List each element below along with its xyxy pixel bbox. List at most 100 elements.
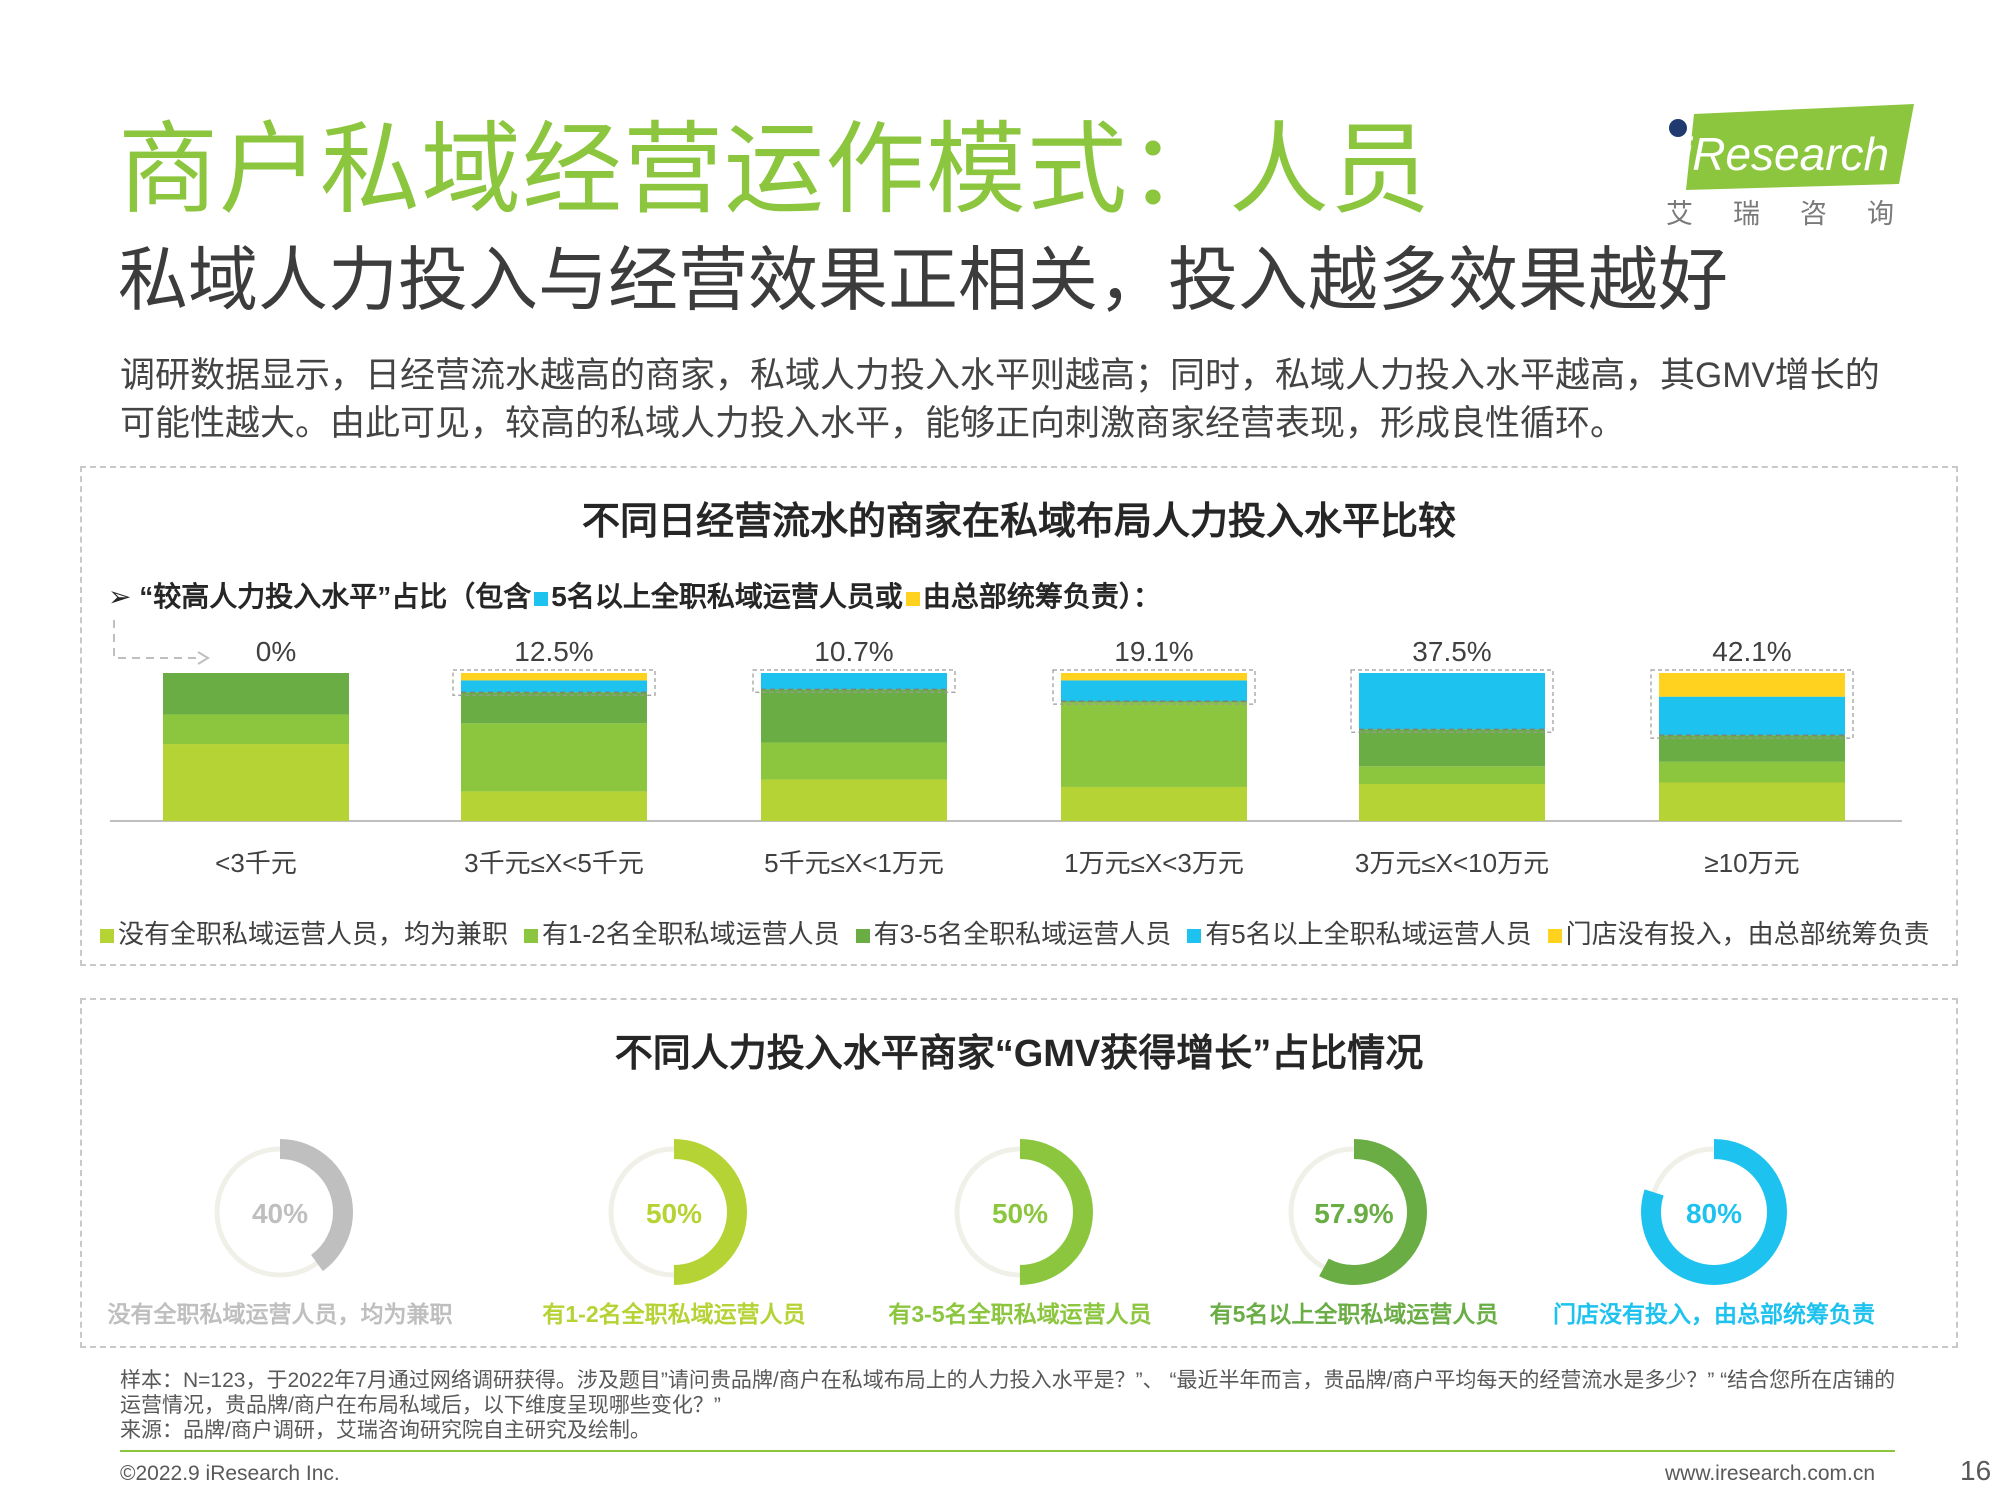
legend-item: 有5名以上全职私域运营人员 [1187,914,1532,951]
donut-chart: 80% 门店没有投入，由总部统筹负责 [1553,1139,1875,1327]
donut-arc [207,1139,353,1285]
donut-value: 57.9% [1314,1198,1393,1229]
bar-segment [163,714,349,745]
donut-chart: 40% 没有全职私域运营人员，均为兼职 [108,1139,453,1327]
category-label: 3千元≤X<5千元 [464,848,644,878]
donut-label: 门店没有投入，由总部统筹负责 [1553,1301,1875,1327]
pointer-arrow-icon [197,651,210,665]
legend-item: 门店没有投入，由总部统筹负责 [1547,914,1930,951]
logo-text: iResearch [1682,128,1889,180]
bar-segment [761,673,947,690]
bar-chart-subtitle: ➢ “较高人力投入水平”占比（包含 5名以上全职私域运营人员或 由总部统筹负责）： [108,575,1161,615]
category-label: 3万元≤X<10万元 [1355,848,1549,878]
category-label: <3千元 [215,848,297,878]
bar-segment [461,723,647,792]
donut-arc [1281,1139,1427,1285]
top-label: 42.1% [1712,636,1791,667]
subtitle-part2: 5名以上全职私域运营人员或 [551,581,903,612]
legend-swatch [100,929,114,944]
bar-segment [461,673,647,681]
bar-chart-title: 不同日经营流水的商家在私域布局人力投入水平比较 [581,501,1456,543]
footer-divider [120,1450,1895,1452]
iresearch-logo: iResearch [1669,104,1914,190]
bar-segment [1061,701,1247,703]
donut-charts: 40% 没有全职私域运营人员，均为兼职 50% 有1-2名全职私域运营人员 50% 有3-… [108,1139,1875,1327]
legend-label: 有5名以上全职私域运营人员 [1205,919,1532,949]
legend-swatch [855,929,870,944]
copyright: ©2022.9 iResearch Inc. [120,1462,340,1485]
top-label: 19.1% [1114,636,1193,667]
donut-arc [601,1139,747,1285]
subtitle-part1: “较高人力投入水平”占比（包含 [139,581,532,612]
category-label: 5千元≤X<1万元 [764,848,944,878]
bar-segment [1061,673,1247,681]
highlight-box [1052,669,1256,705]
legend-item: 有3-5名全职私域运营人员 [855,914,1172,951]
page-title: 商户私域经营运作模式：人员 [118,114,1431,226]
bar-segment [1359,673,1545,730]
legend-swatch [1187,929,1202,944]
donut-label: 有3-5名全职私域运营人员 [888,1301,1151,1327]
page-number: 16 [1960,1455,1992,1486]
sample-note: 样本：N=123，于2022年7月通过网络调研获得。涉及题目”请问贵品牌/商户在… [120,1369,1896,1417]
donut-chart: 57.9% 有5名以上全职私域运营人员 [1210,1139,1499,1327]
donut-chart: 50% 有1-2名全职私域运营人员 [542,1139,806,1327]
donut-label: 有5名以上全职私域运营人员 [1210,1301,1499,1327]
legend-label: 门店没有投入，由总部统筹负责 [1565,919,1930,949]
bar-segment [1359,784,1545,821]
stacked-bar-chart: 0% <3千元 12.5% 3千元≤X<5千元 10.7% 5千元≤X<1万元 19.1% 1… [110,620,1902,878]
bar-segment [761,689,947,743]
highlight-box [1650,669,1854,739]
website-link[interactable]: www.iresearch.com.cn [1665,1462,1876,1485]
bar-segment [163,673,349,715]
bar-segment [1061,680,1247,702]
bar-chart-legend: 没有全职私域运营人员，均为兼职 有1-2名全职私域运营人员 有3-5名全职私域运营人… [100,914,1946,951]
legend-item: 没有全职私域运营人员，均为兼职 [100,914,508,951]
bar-segment [1659,761,1845,783]
highlight-box [452,669,656,696]
legend-label: 没有全职私域运营人员，均为兼职 [118,919,509,949]
notes: 样本：N=123，于2022年7月通过网络调研获得。涉及题目”请问贵品牌/商户在… [120,1368,1900,1443]
logo-cn-text: 艾瑞咨询 [1666,199,1934,229]
intro-paragraph: 调研数据显示，日经营流水越高的商家，私域人力投入水平则越高；同时，私域人力投入水… [120,356,1880,443]
top-label: 0% [256,636,296,667]
donut-arc [1641,1139,1787,1285]
bar-segment [1659,735,1845,762]
bar-segment [1359,766,1545,784]
legend-swatch [1547,929,1562,944]
top-label: 12.5% [514,636,593,667]
subtitle-part3: 由总部统筹负责）： [922,581,1161,612]
donut-chart-panel: 不同人力投入水平商家“GMV获得增长”占比情况 [80,998,1958,1348]
legend-label: 有1-2名全职私域运营人员 [542,919,840,949]
bar-chart-panel: 不同日经营流水的商家在私域布局人力投入水平比较 [80,466,1958,966]
legend-swatch [524,929,539,944]
donut-chart: 50% 有3-5名全职私域运营人员 [888,1139,1152,1327]
blue-swatch [534,591,549,606]
category-label: 1万元≤X<3万元 [1064,848,1244,878]
bar-segment [1659,782,1845,821]
top-label: 10.7% [814,636,893,667]
bar-segment [1659,696,1845,736]
legend-item: 有1-2名全职私域运营人员 [524,914,840,951]
bar-segment [1061,786,1247,821]
bar-segment [1359,729,1545,767]
source-note: 来源：品牌/商户调研，艾瑞咨询研究院自主研究及绘制。 [120,1419,651,1442]
donut-label: 没有全职私域运营人员，均为兼职 [108,1301,453,1327]
bar-segment [761,742,947,780]
yellow-swatch [905,591,920,606]
bar-segment [1659,673,1845,697]
bar-segment [761,779,947,821]
donut-value: 80% [1686,1198,1742,1229]
bar-segment [163,744,349,821]
legend-label: 有3-5名全职私域运营人员 [873,919,1172,949]
donut-value: 40% [252,1198,308,1229]
donut-value: 50% [646,1198,702,1229]
bar-segment [461,692,647,724]
page-subtitle: 私域人力投入与经营效果正相关，投入越多效果越好 [118,241,1728,319]
arrow-icon: ➢ [108,581,132,612]
category-label: ≥10万元 [1704,848,1799,878]
donut-arc [947,1139,1093,1285]
highlight-box [1350,669,1554,733]
bar-segment [1061,702,1247,787]
bar-segment [461,680,647,693]
